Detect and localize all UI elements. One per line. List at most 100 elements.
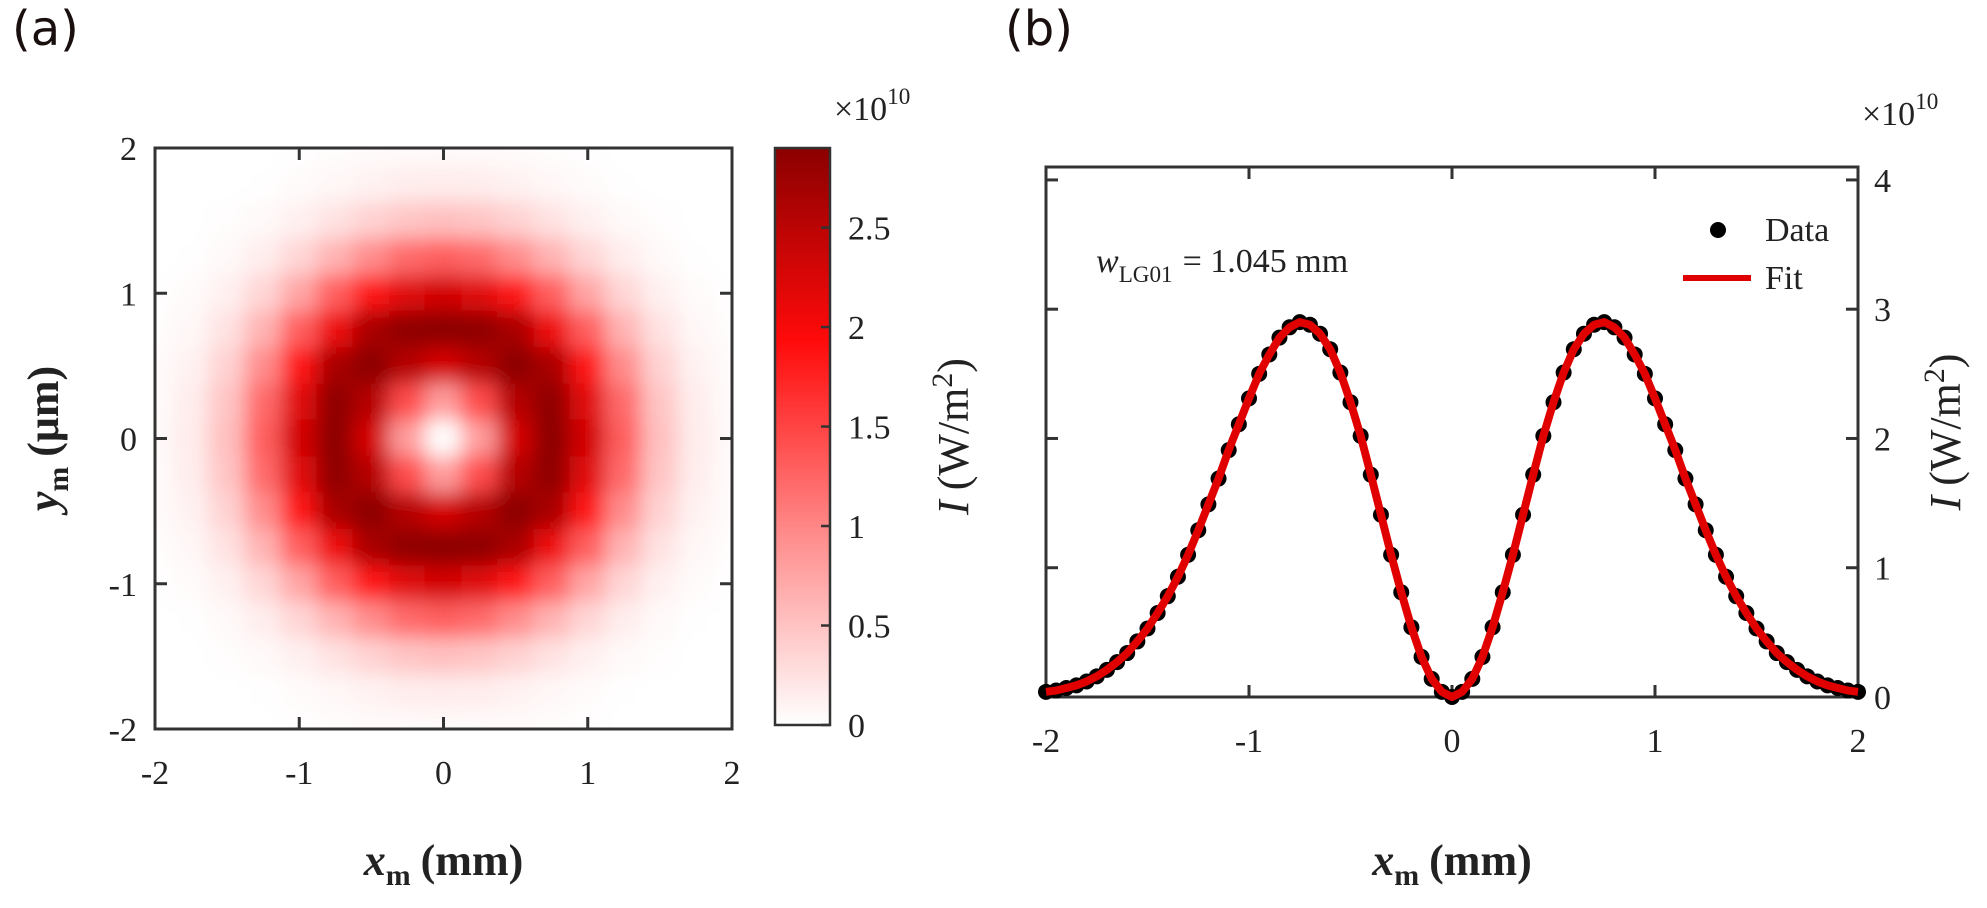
heatmap-cell bbox=[244, 274, 282, 312]
heatmap-cell bbox=[352, 710, 390, 729]
heatmap-cell bbox=[605, 310, 643, 349]
heatmap-cell bbox=[155, 601, 174, 639]
heatmap-cell bbox=[388, 674, 426, 712]
heatmap-cell bbox=[244, 310, 282, 349]
heatmap-cell bbox=[172, 528, 210, 567]
heatmap-cell bbox=[352, 310, 390, 349]
heatmap-cell bbox=[641, 528, 679, 567]
heatmap-cell bbox=[461, 710, 499, 729]
heatmap-cell bbox=[172, 238, 210, 276]
heatmap-cell bbox=[352, 637, 390, 676]
heatmap-cell bbox=[208, 565, 246, 603]
heatmap-cell bbox=[352, 201, 390, 240]
heatmap-cell bbox=[424, 165, 463, 203]
heatmap-cell bbox=[605, 165, 643, 203]
heatmap-cell bbox=[677, 456, 715, 494]
heatmap-cell bbox=[497, 710, 535, 729]
heatmap-cell bbox=[569, 310, 607, 349]
label-part: LG01 bbox=[1119, 262, 1173, 288]
heatmap-cell bbox=[497, 565, 535, 603]
heatmap-cell bbox=[244, 456, 282, 494]
panel-label: (b) bbox=[1005, 1, 1073, 57]
heatmap-cell bbox=[388, 710, 426, 729]
heatmap-cell bbox=[605, 347, 643, 385]
heatmap-cell bbox=[424, 347, 463, 385]
heatmap-cell bbox=[605, 456, 643, 494]
heatmap-cell bbox=[569, 419, 607, 458]
heatmap-cell bbox=[461, 565, 499, 603]
label-part: ×10 bbox=[834, 91, 887, 128]
heatmap-cell bbox=[208, 238, 246, 276]
heatmap-cell bbox=[641, 274, 679, 312]
heatmap-cell bbox=[461, 165, 499, 203]
heatmap-cell bbox=[677, 383, 715, 421]
heatmap-cell bbox=[424, 456, 463, 494]
heatmap-cell bbox=[641, 492, 679, 530]
label-part: (μm) bbox=[19, 366, 68, 457]
heatmap-cell bbox=[280, 274, 318, 312]
heatmap-cell bbox=[424, 637, 463, 676]
heatmap-cell bbox=[713, 165, 732, 203]
x-tick-label: 0 bbox=[435, 755, 452, 792]
heatmap-cell bbox=[677, 201, 715, 240]
heatmap-cell bbox=[155, 637, 174, 676]
heatmap-cell bbox=[533, 674, 571, 712]
heatmap-cell bbox=[713, 528, 732, 567]
heatmap-cell bbox=[569, 565, 607, 603]
y-tick-label: 0 bbox=[120, 422, 137, 459]
heatmap-cell bbox=[497, 601, 535, 639]
heatmap-cell bbox=[155, 710, 174, 729]
colorbar-tick-label: 0 bbox=[848, 708, 865, 745]
heatmap-cell bbox=[569, 238, 607, 276]
heatmap-cell bbox=[569, 492, 607, 530]
heatmap-cell bbox=[280, 310, 318, 349]
label-part: x bbox=[363, 836, 386, 885]
heatmap-cell bbox=[605, 274, 643, 312]
heatmap-cell bbox=[641, 238, 679, 276]
heatmap-cell bbox=[280, 238, 318, 276]
y-tick-label: 0 bbox=[1874, 680, 1891, 717]
heatmap-cell bbox=[713, 637, 732, 676]
x-tick-label: 0 bbox=[1444, 723, 1461, 760]
heatmap-cell bbox=[208, 674, 246, 712]
heatmap-cell bbox=[533, 165, 571, 203]
heatmap-cell bbox=[497, 528, 535, 567]
heatmap-cell bbox=[641, 383, 679, 421]
label-part: (mm) bbox=[421, 836, 524, 885]
heatmap-cell bbox=[424, 492, 463, 530]
heatmap-cell bbox=[677, 310, 715, 349]
heatmap-cell bbox=[605, 637, 643, 676]
heatmap-cell bbox=[388, 201, 426, 240]
heatmap-cell bbox=[280, 419, 318, 458]
heatmap-cell bbox=[533, 383, 571, 421]
label-part: I bbox=[1921, 493, 1970, 511]
heatmap-cell bbox=[424, 601, 463, 639]
heatmap-cell bbox=[713, 201, 732, 240]
heatmap-cell bbox=[497, 201, 535, 240]
heatmap-cell bbox=[352, 456, 390, 494]
heatmap-cell bbox=[713, 347, 732, 385]
heatmap-cell bbox=[497, 383, 535, 421]
heatmap-cell bbox=[605, 383, 643, 421]
heatmap-cell bbox=[461, 238, 499, 276]
heatmap-cell bbox=[316, 419, 354, 458]
heatmap-cells bbox=[155, 148, 732, 729]
heatmap-cell bbox=[352, 419, 390, 458]
heatmap-cell bbox=[244, 148, 282, 167]
colorbar-tick-label: 1 bbox=[848, 509, 865, 546]
heatmap-cell bbox=[208, 201, 246, 240]
heatmap-cell bbox=[244, 238, 282, 276]
heatmap-cell bbox=[713, 310, 732, 349]
heatmap-cell bbox=[388, 565, 426, 603]
heatmap-cell bbox=[461, 274, 499, 312]
heatmap-cell bbox=[316, 456, 354, 494]
label-part: I bbox=[929, 498, 978, 516]
heatmap-cell bbox=[244, 565, 282, 603]
y-multiplier: ×1010 bbox=[1862, 89, 1938, 133]
heatmap-cell bbox=[569, 601, 607, 639]
heatmap-cell bbox=[461, 148, 499, 167]
heatmap-cell bbox=[208, 347, 246, 385]
heatmap-cell bbox=[641, 601, 679, 639]
heatmap-cell bbox=[280, 674, 318, 712]
